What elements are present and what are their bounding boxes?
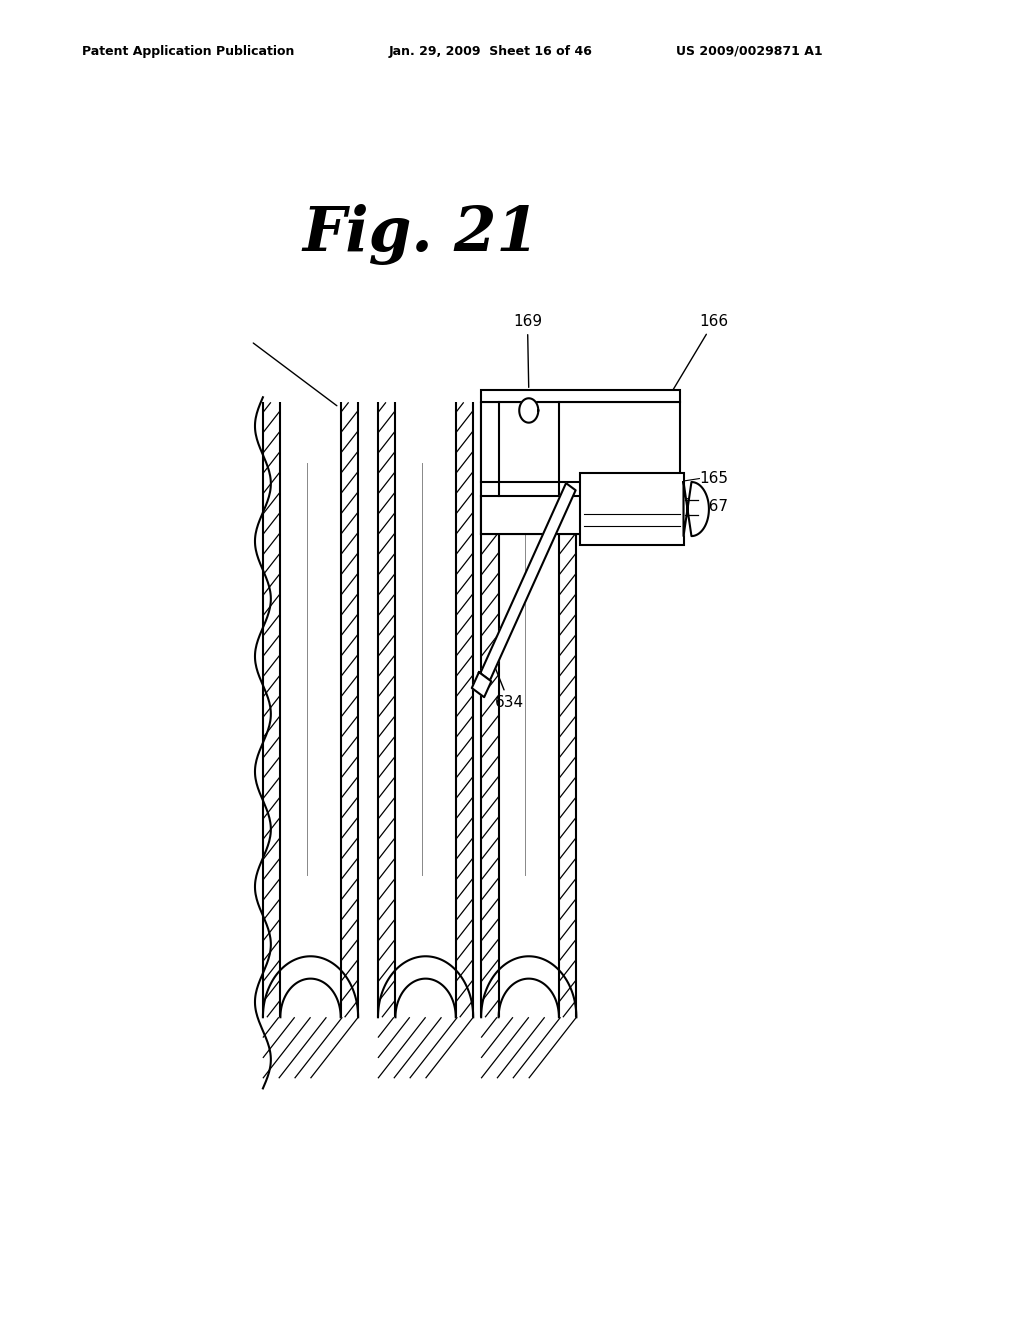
Text: Fig. 21: Fig. 21: [303, 205, 540, 265]
Text: 169: 169: [513, 314, 542, 387]
Text: Patent Application Publication: Patent Application Publication: [82, 45, 294, 58]
Bar: [481, 391, 680, 403]
Bar: [128, 158, 251, 1175]
Text: US 2009/0029871 A1: US 2009/0029871 A1: [676, 45, 822, 58]
Polygon shape: [472, 672, 492, 697]
Bar: [481, 403, 680, 535]
Text: 634: 634: [493, 661, 523, 710]
Text: 167: 167: [699, 499, 728, 513]
Polygon shape: [684, 482, 709, 536]
Bar: [481, 496, 680, 535]
Text: 166: 166: [673, 314, 728, 389]
Bar: [581, 474, 684, 545]
Text: 160: 160: [219, 325, 337, 405]
Text: Jan. 29, 2009  Sheet 16 of 46: Jan. 29, 2009 Sheet 16 of 46: [389, 45, 593, 58]
Polygon shape: [480, 483, 575, 680]
Polygon shape: [519, 399, 539, 422]
Text: 165: 165: [699, 471, 728, 486]
